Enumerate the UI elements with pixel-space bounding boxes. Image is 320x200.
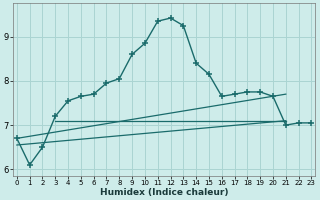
X-axis label: Humidex (Indice chaleur): Humidex (Indice chaleur) [100, 188, 228, 197]
